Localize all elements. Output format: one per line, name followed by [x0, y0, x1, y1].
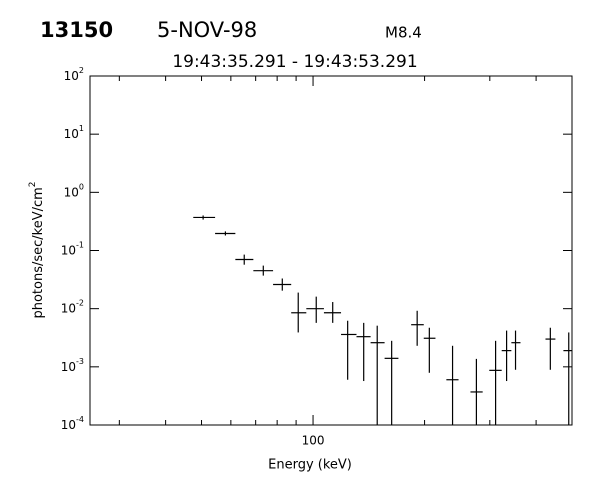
y-axis-label: photons/sec/keV/cm2 — [28, 181, 46, 318]
y-tick-label: 10-1 — [61, 240, 84, 257]
y-tick-exponent: -4 — [76, 415, 84, 424]
y-tick-base: 10 — [61, 243, 76, 257]
flare-class: M8.4 — [385, 24, 422, 42]
y-tick-label: 100 — [64, 182, 84, 199]
data-area — [193, 215, 572, 425]
y-tick-base: 10 — [64, 127, 79, 141]
y-tick-base: 10 — [61, 301, 76, 315]
y-tick-base: 10 — [61, 359, 76, 373]
y-tick-exponent: -2 — [76, 298, 84, 307]
y-tick-label: 10-4 — [61, 415, 84, 432]
y-tick-exponent: 0 — [79, 182, 84, 191]
y-axis-label-exponent: 2 — [28, 181, 38, 187]
y-tick-exponent: 2 — [79, 66, 84, 75]
y-axis-label-text: photons/sec/keV/cm — [31, 187, 46, 318]
y-tick-label: 10-2 — [61, 298, 84, 315]
time-range: 19:43:35.291 - 19:43:53.291 — [172, 52, 417, 72]
event-date: 5-NOV-98 — [157, 18, 257, 42]
x-axis-label: Energy (keV) — [268, 458, 352, 473]
y-tick-exponent: 1 — [79, 124, 84, 133]
y-tick-label: 101 — [64, 124, 84, 141]
x-tick-label: 100 — [302, 434, 325, 448]
y-tick-base: 10 — [64, 69, 79, 83]
y-tick-label: 102 — [64, 66, 84, 83]
event-id: 13150 — [40, 18, 113, 42]
y-tick-label: 10-3 — [61, 356, 84, 373]
y-tick-base: 10 — [61, 418, 76, 432]
y-tick-base: 10 — [64, 185, 79, 199]
plot-frame — [89, 75, 573, 426]
y-tick-exponent: -3 — [76, 356, 84, 365]
y-tick-exponent: -1 — [76, 240, 84, 249]
